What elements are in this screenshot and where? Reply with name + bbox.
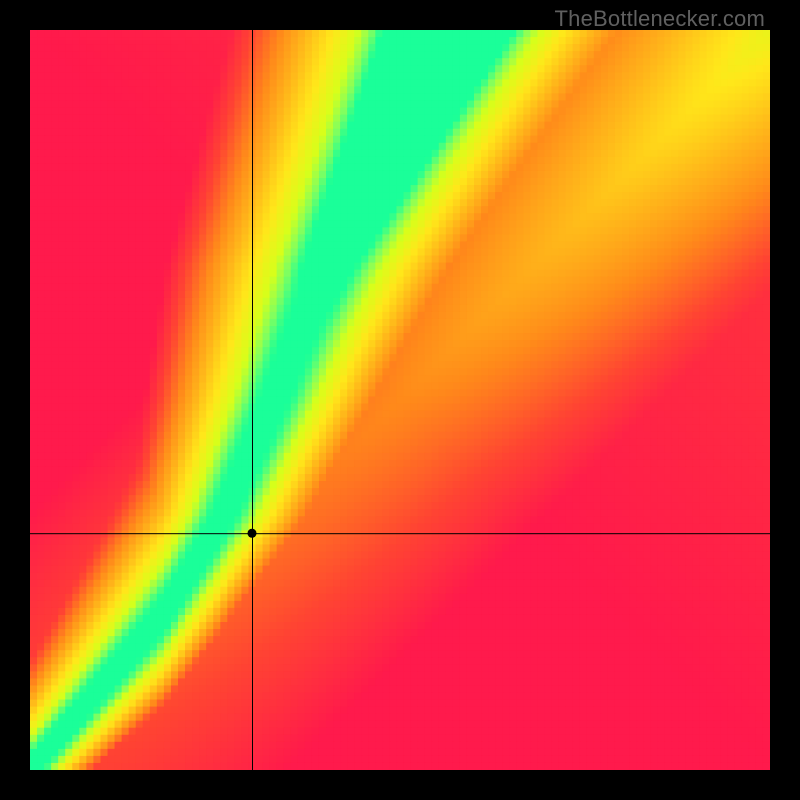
heatmap-canvas [0, 0, 800, 800]
watermark-text: TheBottlenecker.com [555, 6, 765, 32]
